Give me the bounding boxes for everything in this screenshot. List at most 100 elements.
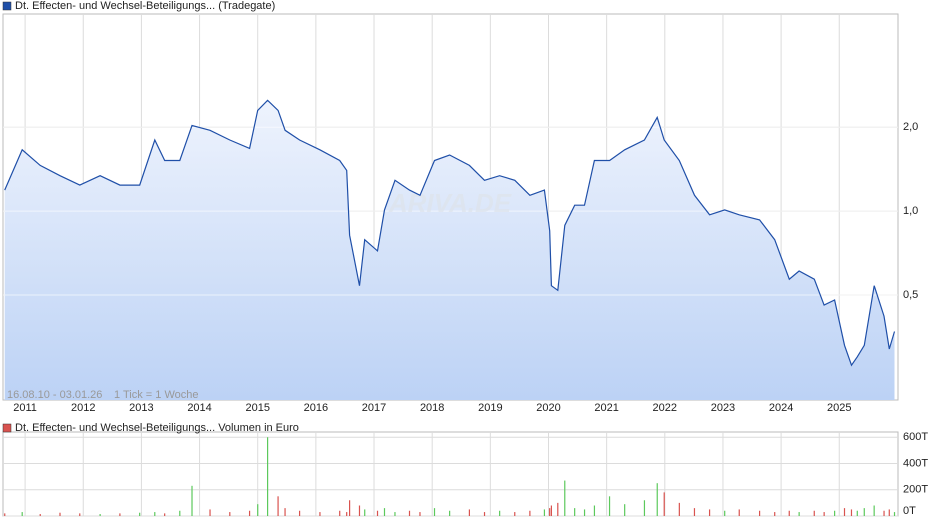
volume-bar xyxy=(433,508,436,516)
x-tick-label: 2012 xyxy=(71,402,95,414)
volume-bar xyxy=(557,502,559,516)
volume-bar xyxy=(893,512,896,516)
volume-bar xyxy=(179,510,181,516)
x-tick-label: 2013 xyxy=(129,402,153,414)
volume-bar xyxy=(693,508,696,516)
volume-bar xyxy=(738,509,740,516)
legend-label: Dt. Effecten- und Wechsel-Beteiligungs..… xyxy=(15,422,299,434)
volume-bar xyxy=(59,512,61,516)
volume-bar xyxy=(154,512,156,516)
volume-bar xyxy=(21,512,23,516)
volume-bar xyxy=(643,500,646,516)
volume-bar xyxy=(774,512,776,516)
volume-bar xyxy=(209,509,211,516)
volume-bar xyxy=(834,510,836,516)
volume-bar xyxy=(708,509,711,516)
x-tick-label: 2015 xyxy=(245,402,269,414)
volume-bar xyxy=(529,510,531,516)
volume-bar xyxy=(624,504,626,516)
volume-bar xyxy=(376,510,379,516)
legend-swatch xyxy=(2,423,12,433)
volume-bar xyxy=(856,510,858,516)
volume-bar xyxy=(608,496,611,516)
volume-bar xyxy=(358,505,361,516)
tick-info: 1 Tick = 1 Woche xyxy=(114,389,198,401)
x-tick-label: 2020 xyxy=(536,402,560,414)
legend-swatch xyxy=(2,1,12,11)
y-tick-label: 600T xyxy=(903,431,928,443)
watermark: ARIVA.DE xyxy=(388,188,512,218)
volume-bar xyxy=(319,512,321,516)
volume-bar xyxy=(758,510,761,516)
x-tick-label: 2021 xyxy=(594,402,618,414)
volume-bar xyxy=(267,437,269,516)
volume-bar xyxy=(656,483,658,516)
volume-bar xyxy=(593,505,596,516)
x-tick-label: 2022 xyxy=(653,402,677,414)
volume-bar xyxy=(550,505,552,516)
volume-bar xyxy=(4,513,6,516)
volume-bar xyxy=(164,513,166,516)
volume-bar xyxy=(346,512,348,516)
volume-bar xyxy=(277,496,279,516)
y-tick-label: 0,5 xyxy=(903,289,918,301)
volume-bar xyxy=(850,509,853,516)
volume-bar xyxy=(394,512,396,516)
y-tick-label: 400T xyxy=(903,457,928,469)
volume-bar xyxy=(888,509,890,516)
volume-bar xyxy=(564,480,566,516)
volume-bar xyxy=(449,510,451,516)
volume-bar xyxy=(364,509,366,516)
volume-bar xyxy=(383,508,386,516)
volume-bar xyxy=(191,485,193,516)
x-tick-label: 2023 xyxy=(711,402,735,414)
volume-bar xyxy=(39,514,41,516)
x-tick-label: 2018 xyxy=(420,402,444,414)
price-line xyxy=(4,99,896,367)
volume-bar xyxy=(724,510,726,516)
y-tick-label: 0T xyxy=(903,505,916,517)
volume-bar xyxy=(139,512,141,516)
volume-bar xyxy=(549,508,551,516)
volume-bar xyxy=(257,504,259,516)
x-tick-label: 2011 xyxy=(13,402,37,414)
volume-bar xyxy=(248,510,251,516)
volume-bar xyxy=(798,512,800,516)
x-tick-label: 2014 xyxy=(187,402,211,414)
plot-frame xyxy=(2,431,899,517)
volume-bar xyxy=(788,510,790,516)
x-tick-label: 2024 xyxy=(769,402,793,414)
range-label: 16.08.10 - 03.01.26 xyxy=(7,389,102,401)
volume-bar xyxy=(843,508,846,516)
volume-bar xyxy=(863,508,865,516)
volume-bar xyxy=(678,502,680,516)
volume-bar xyxy=(883,510,885,516)
x-tick-label: 2016 xyxy=(304,402,328,414)
price-area xyxy=(4,100,895,401)
legend-label: Dt. Effecten- und Wechsel-Beteiligungs..… xyxy=(15,0,275,12)
volume-bar xyxy=(284,508,286,516)
volume-bar xyxy=(408,510,411,516)
volume-bar xyxy=(823,512,825,516)
volume-bar xyxy=(298,510,301,516)
volume-bar xyxy=(543,509,546,516)
volume-bar xyxy=(574,508,576,516)
volume-bar xyxy=(663,492,665,516)
x-tick-label: 2019 xyxy=(478,402,502,414)
volume-bar xyxy=(99,514,101,516)
volume-bar xyxy=(419,512,421,516)
volume-bar xyxy=(514,512,516,516)
volume-bar xyxy=(339,510,341,516)
volume-bar xyxy=(229,512,231,516)
y-tick-label: 1,0 xyxy=(903,205,918,217)
x-tick-label: 2025 xyxy=(827,402,851,414)
x-tick-label: 2017 xyxy=(362,402,386,414)
volume-bar xyxy=(499,510,501,516)
volume-bar xyxy=(119,513,121,516)
volume-bar xyxy=(468,509,471,516)
y-tick-label: 200T xyxy=(903,484,928,496)
y-tick-label: 2,0 xyxy=(903,121,918,133)
volume-bar xyxy=(349,500,351,516)
volume-bar xyxy=(873,505,875,516)
